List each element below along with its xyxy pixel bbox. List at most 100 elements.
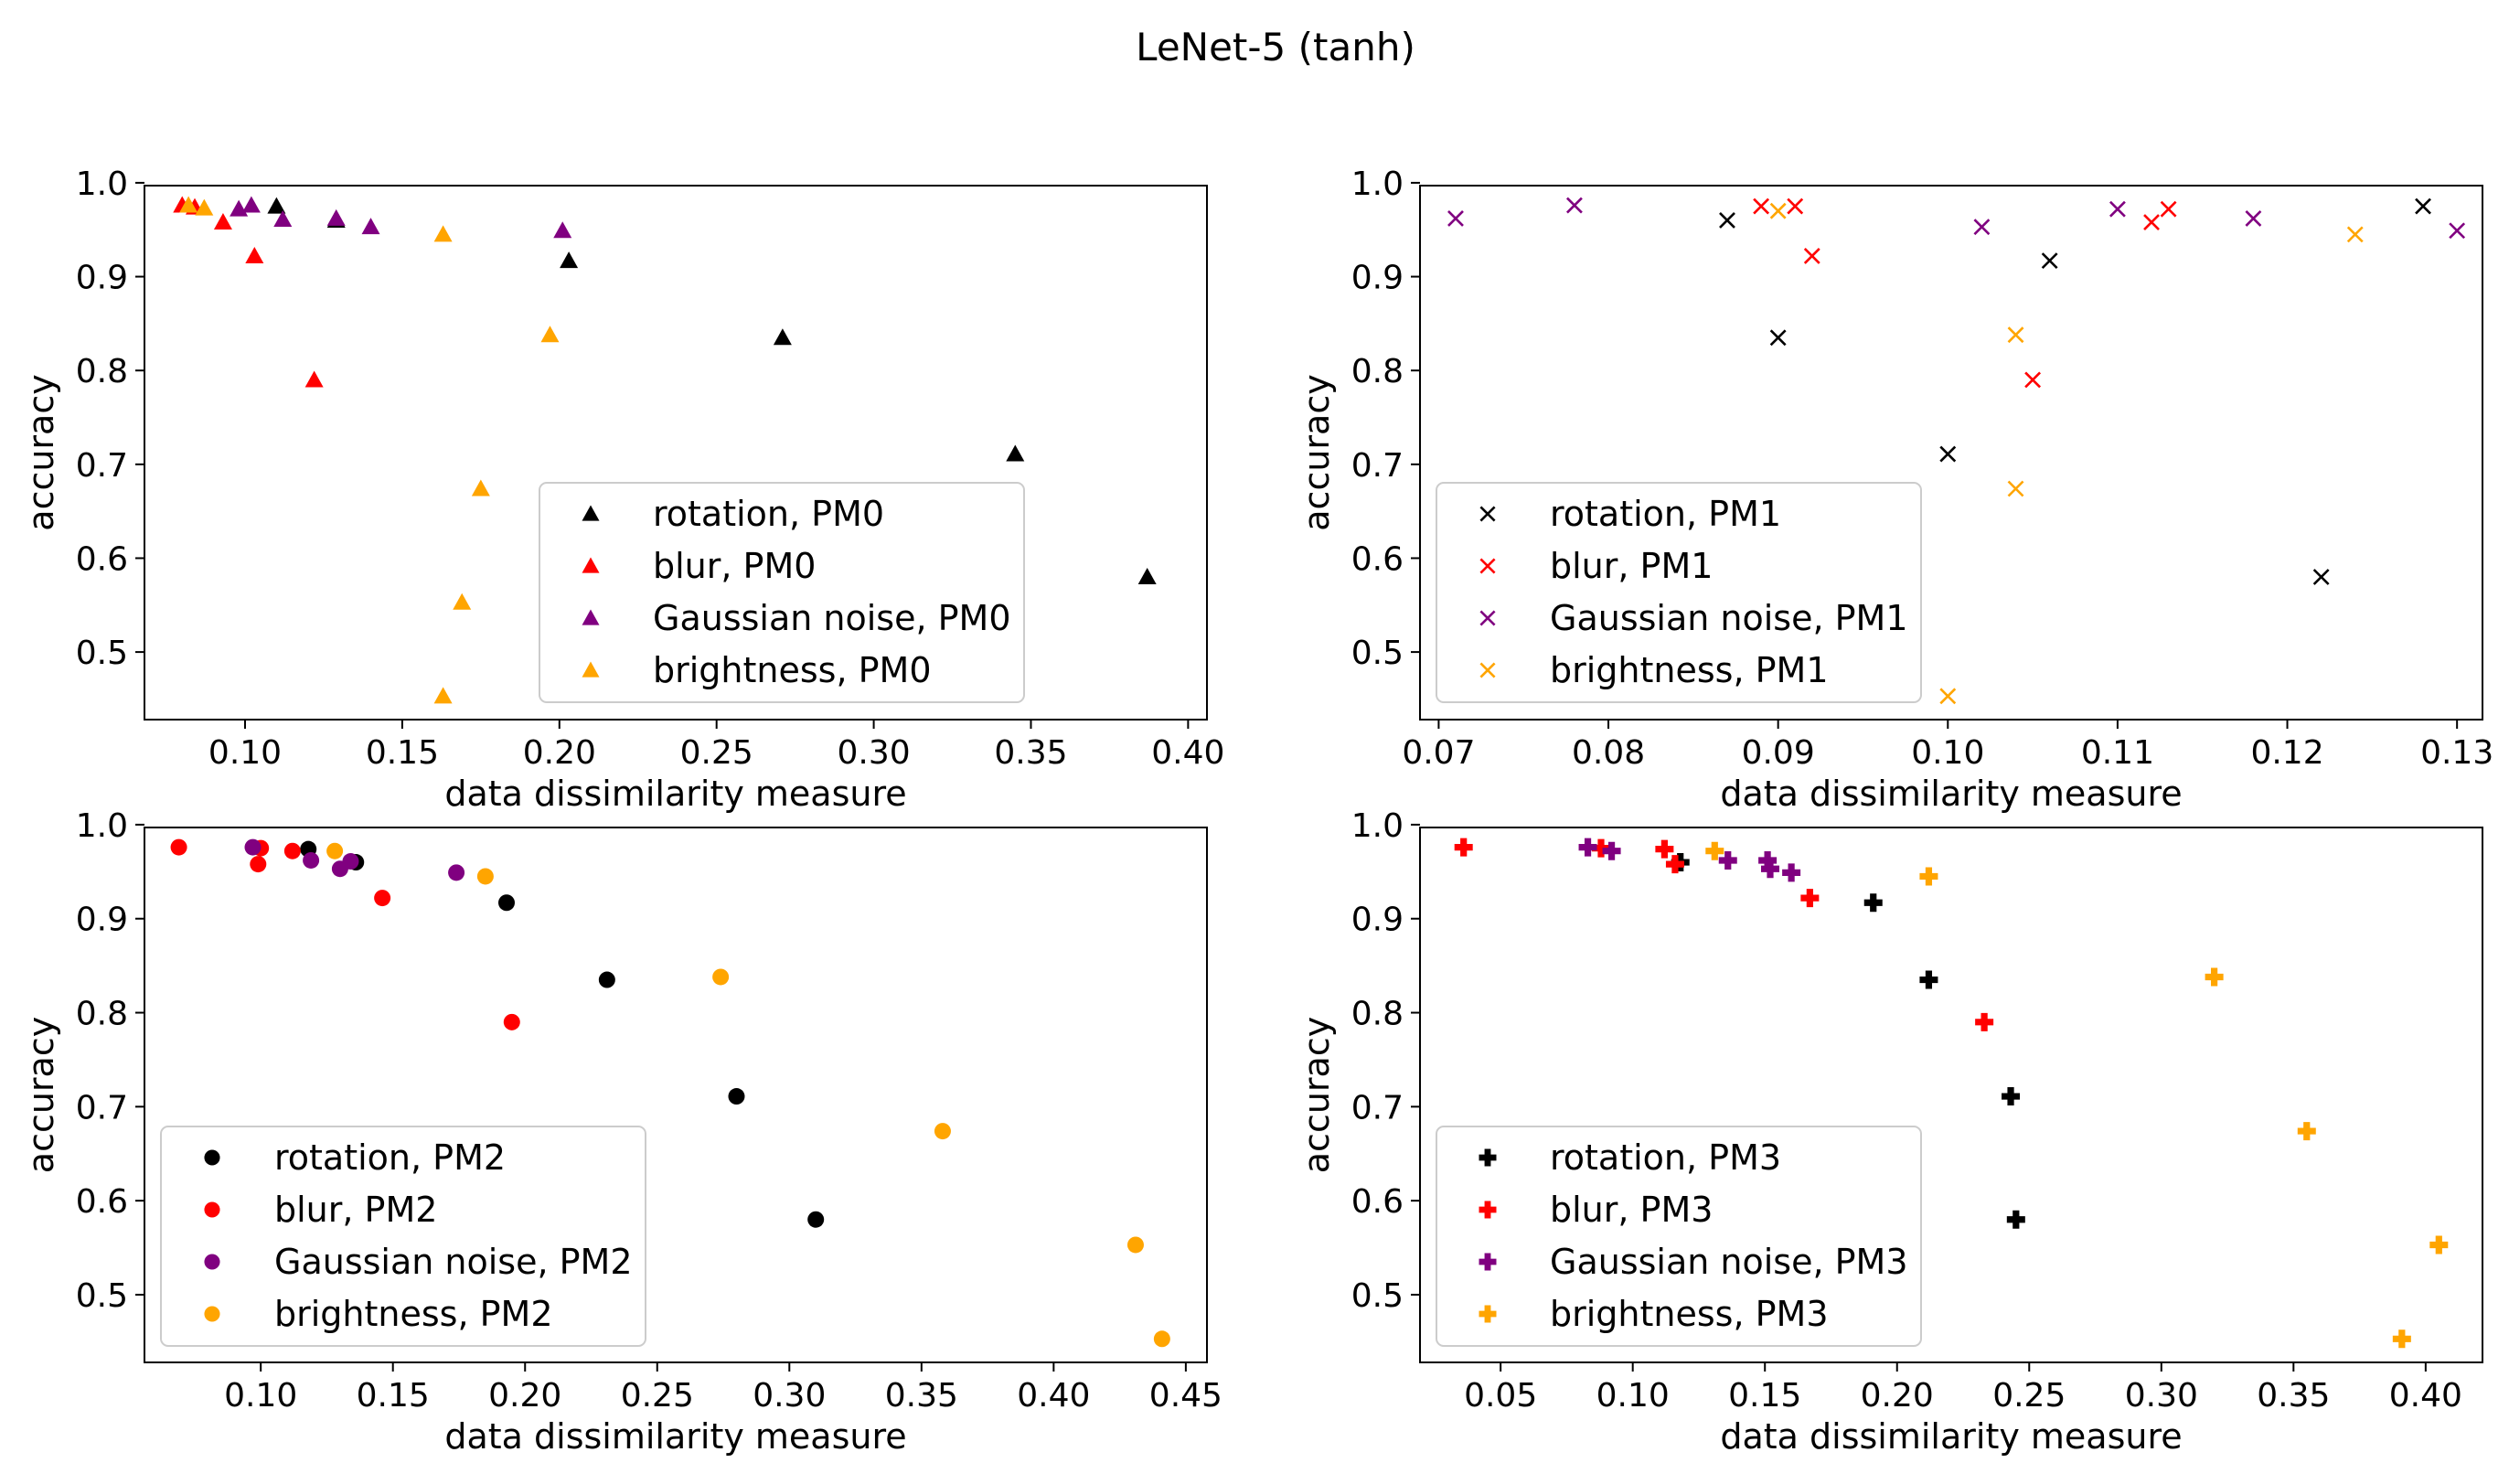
data-point bbox=[1126, 1236, 1144, 1254]
series-3 bbox=[326, 842, 1170, 1348]
axes-frame bbox=[144, 827, 1208, 1363]
data-point bbox=[433, 225, 453, 242]
x-tick-label: 0.10 bbox=[224, 1377, 297, 1415]
x-tick-label: 0.15 bbox=[1728, 1377, 1801, 1415]
data-point bbox=[2312, 569, 2330, 585]
legend-label: blur, PM1 bbox=[1550, 546, 1713, 586]
series-2 bbox=[244, 838, 465, 881]
legend-marker bbox=[1479, 1253, 1497, 1271]
x-axis-label: data dissimilarity measure bbox=[444, 774, 906, 814]
data-point bbox=[213, 213, 232, 230]
x-tick-label: 0.45 bbox=[1149, 1377, 1222, 1415]
data-point bbox=[560, 251, 579, 269]
data-point bbox=[326, 842, 344, 859]
y-tick-label: 1.0 bbox=[76, 165, 128, 203]
data-point bbox=[179, 196, 198, 213]
legend-label: rotation, PM2 bbox=[274, 1137, 506, 1178]
data-point bbox=[241, 196, 261, 213]
x-axis-label: data dissimilarity measure bbox=[1720, 1416, 2182, 1457]
data-point bbox=[1919, 970, 1938, 989]
x-tick-label: 0.08 bbox=[1572, 734, 1645, 772]
data-point bbox=[1665, 855, 1684, 874]
data-point bbox=[1655, 839, 1674, 859]
data-point bbox=[1803, 248, 1820, 264]
data-point bbox=[2041, 252, 2058, 270]
y-tick-label: 0.6 bbox=[1351, 540, 1404, 578]
x-tick-label: 0.05 bbox=[1464, 1377, 1537, 1415]
data-point bbox=[807, 1211, 825, 1228]
data-point bbox=[728, 1088, 745, 1105]
data-point bbox=[1705, 841, 1724, 860]
x-tick-label: 0.10 bbox=[1911, 734, 1984, 772]
data-point bbox=[374, 890, 391, 907]
chart-panel-0: 0.10 0.15 0.20 0.25 0.30 0.35 0.40 0.5 0.6 0.7 0.8… bbox=[21, 165, 1224, 814]
data-point bbox=[1800, 889, 1820, 908]
x-tick-label: 0.25 bbox=[680, 734, 753, 772]
y-tick-label: 0.5 bbox=[1351, 635, 1404, 672]
data-point bbox=[1939, 688, 1957, 705]
data-point bbox=[1454, 838, 1473, 857]
data-point bbox=[1760, 859, 1779, 879]
x-tick-label: 0.10 bbox=[208, 734, 282, 772]
legend-marker bbox=[582, 609, 600, 625]
legend-label: Gaussian noise, PM1 bbox=[1550, 598, 1908, 638]
legend-marker bbox=[204, 1149, 220, 1166]
x-tick-label: 0.11 bbox=[2081, 734, 2154, 772]
legend-marker bbox=[1479, 1201, 1497, 1219]
legend-marker bbox=[1479, 506, 1496, 522]
x-tick-label: 0.07 bbox=[1402, 734, 1475, 772]
data-point bbox=[1718, 850, 1737, 870]
y-tick-label: 0.8 bbox=[76, 353, 128, 390]
data-point bbox=[598, 971, 615, 988]
legend-label: blur, PM3 bbox=[1550, 1190, 1713, 1230]
legend-label: brightness, PM1 bbox=[1550, 650, 1829, 690]
data-point bbox=[453, 593, 472, 610]
data-point bbox=[2160, 200, 2177, 218]
legend-box bbox=[539, 482, 1025, 703]
y-tick-label: 0.7 bbox=[1351, 447, 1404, 485]
series-1 bbox=[1454, 838, 1994, 1031]
axes-frame bbox=[1419, 827, 2483, 1363]
series-2 bbox=[230, 196, 572, 239]
data-point bbox=[244, 838, 262, 856]
data-point bbox=[1006, 444, 1025, 462]
y-axis-label: accuracy bbox=[1297, 374, 1337, 530]
y-tick-label: 0.9 bbox=[1351, 260, 1404, 297]
y-tick-label: 0.5 bbox=[76, 635, 128, 672]
data-point bbox=[471, 479, 490, 496]
data-point bbox=[170, 838, 187, 856]
x-tick-label: 0.13 bbox=[2420, 734, 2493, 772]
data-point bbox=[361, 218, 380, 235]
data-point bbox=[498, 894, 516, 912]
data-point bbox=[433, 687, 453, 704]
data-point bbox=[712, 968, 730, 986]
x-tick-label: 0.35 bbox=[885, 1377, 958, 1415]
chart-panel-3: 0.05 0.10 0.15 0.20 0.25 0.30 0.35 0.40 0.5 0.6 0.… bbox=[1297, 807, 2483, 1457]
legend-label: rotation, PM0 bbox=[653, 494, 884, 534]
y-tick-label: 1.0 bbox=[76, 807, 128, 845]
series-3 bbox=[179, 196, 560, 704]
legend-marker bbox=[1479, 1148, 1497, 1167]
x-tick-label: 0.09 bbox=[1742, 734, 1815, 772]
legend-box bbox=[1436, 1126, 1922, 1347]
legend-label: blur, PM2 bbox=[274, 1190, 437, 1230]
data-point bbox=[273, 209, 293, 227]
legend: rotation, PM2 blur, PM2 Gaussian noise, PM… bbox=[160, 1126, 646, 1347]
legend-marker bbox=[1479, 662, 1496, 678]
data-point bbox=[2002, 1087, 2021, 1106]
data-point bbox=[304, 370, 324, 388]
series-3 bbox=[1705, 841, 2449, 1349]
x-tick-label: 0.30 bbox=[2125, 1377, 2198, 1415]
series-1 bbox=[1753, 198, 2177, 389]
data-point bbox=[2024, 371, 2042, 389]
data-point bbox=[1153, 1330, 1170, 1348]
y-tick-label: 0.6 bbox=[1351, 1183, 1404, 1221]
y-tick-label: 0.5 bbox=[1351, 1277, 1404, 1315]
data-point bbox=[1447, 210, 1464, 227]
data-point bbox=[2449, 222, 2466, 240]
data-point bbox=[1919, 867, 1938, 886]
x-tick-label: 0.35 bbox=[994, 734, 1067, 772]
x-tick-label: 0.25 bbox=[621, 1377, 694, 1415]
axes-frame bbox=[1419, 185, 2483, 721]
